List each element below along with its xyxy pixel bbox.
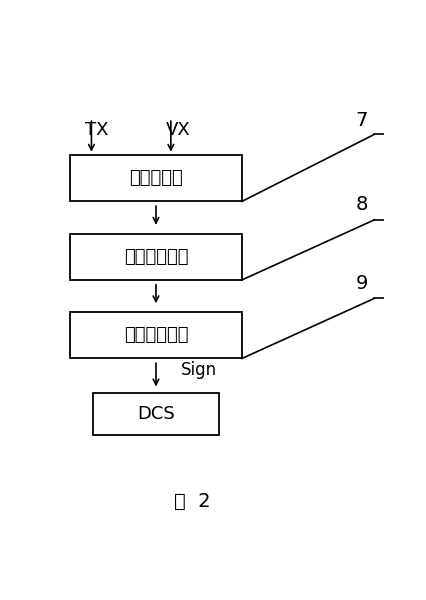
Text: TX: TX (85, 121, 108, 139)
Text: 7: 7 (354, 111, 367, 130)
Text: Sign: Sign (180, 361, 216, 379)
Text: 标准化模块: 标准化模块 (129, 169, 182, 187)
Text: DCS: DCS (137, 405, 174, 423)
Text: VX: VX (166, 121, 190, 139)
Bar (93, 393, 219, 434)
Bar (70, 312, 242, 358)
Text: 图  2: 图 2 (174, 492, 210, 511)
Bar (70, 155, 242, 202)
Text: 8: 8 (354, 195, 367, 214)
Text: 9: 9 (354, 274, 367, 293)
Text: 残差分析模块: 残差分析模块 (124, 326, 188, 344)
Text: 主元分析模块: 主元分析模块 (124, 248, 188, 266)
Bar (70, 233, 242, 280)
